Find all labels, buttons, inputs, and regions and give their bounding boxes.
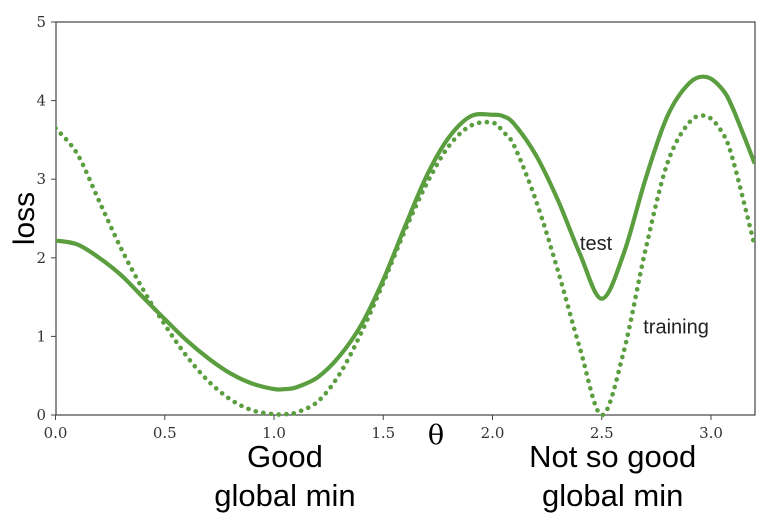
y-axis-label: loss	[8, 192, 41, 245]
x-tick-label: 0.0	[44, 424, 68, 442]
note-line: global min	[542, 478, 683, 513]
y-tick-label: 0	[36, 406, 46, 424]
y-tick-label: 4	[36, 92, 46, 110]
x-tick-label: 2.0	[481, 424, 505, 442]
y-tick-label: 3	[36, 170, 46, 188]
x-tick-label: 0.5	[153, 424, 177, 442]
series-training-line	[56, 113, 755, 418]
x-tick-label: 2.5	[590, 424, 614, 442]
y-tick-label: 5	[36, 13, 46, 31]
note-line: Not so good	[529, 439, 696, 474]
x-tick-label: 1.0	[262, 424, 286, 442]
annotation-test: test	[580, 233, 613, 255]
x-tick-label: 1.5	[371, 424, 395, 442]
series-test-line	[56, 74, 755, 392]
x-axis-label: θ	[428, 420, 444, 451]
note-line: Good	[247, 439, 323, 474]
annotation-training: training	[643, 316, 709, 338]
y-tick-label: 1	[36, 327, 46, 345]
y-tick-label: 2	[36, 249, 46, 267]
plot-frame	[55, 21, 756, 416]
x-tick-label: 3.0	[699, 424, 723, 442]
note-line: global min	[214, 478, 355, 513]
